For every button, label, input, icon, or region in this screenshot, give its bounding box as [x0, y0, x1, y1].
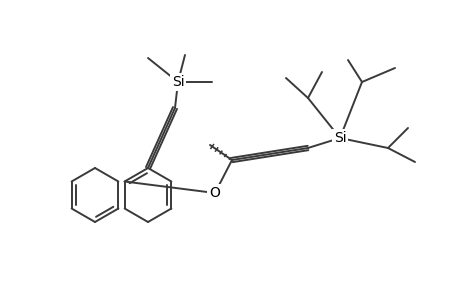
Text: Si: Si	[333, 131, 346, 145]
Text: Si: Si	[171, 75, 184, 89]
Text: O: O	[209, 186, 220, 200]
